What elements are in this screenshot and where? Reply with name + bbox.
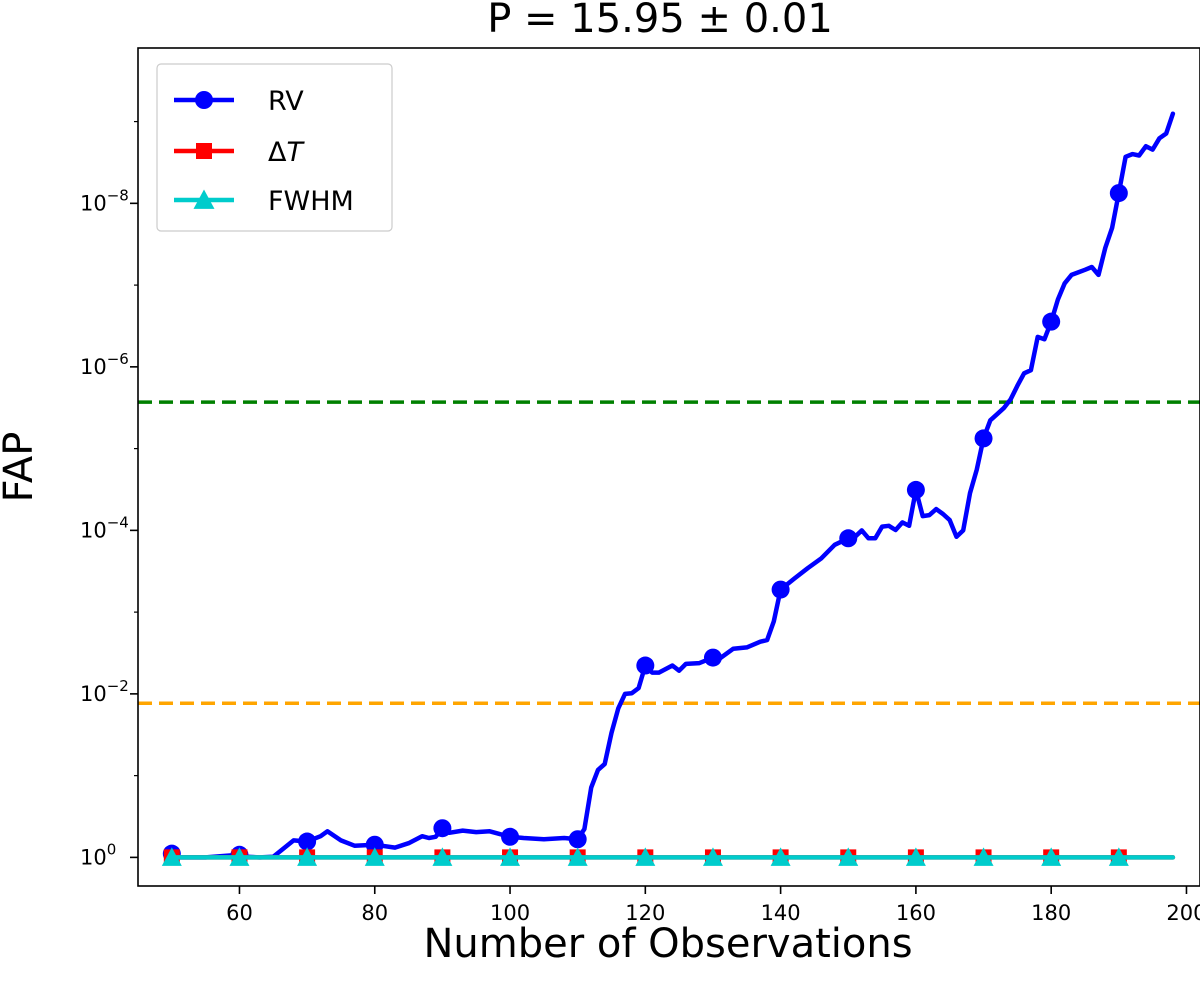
series-0-marker-12	[974, 429, 993, 448]
series-2-marker-11	[905, 847, 926, 866]
y-axis-ticks: 100 10−2 10−4 10−6 10−8	[80, 120, 138, 869]
x-tick-label-2: 100	[490, 901, 530, 925]
x-tick-label-6: 180	[1031, 901, 1071, 925]
series-2-marker-12	[973, 847, 994, 866]
legend-marker-0	[195, 91, 213, 109]
legend-label-2: FWHM	[268, 186, 354, 217]
y-axis-title: FAP	[0, 432, 42, 503]
series-0-marker-14	[1109, 184, 1128, 203]
series-0-marker-3	[365, 835, 384, 854]
series-0-marker-5	[501, 827, 520, 846]
threshold-lines	[138, 400, 1200, 705]
x-tick-label-7: 200	[1166, 901, 1200, 925]
y-tick-label-0: 100	[80, 840, 116, 869]
y-tick-label-2: 10−4	[80, 513, 129, 542]
legend-label-1: ΔT	[268, 137, 305, 168]
x-axis-title: Number of Observations	[423, 921, 912, 967]
series-2-marker-8	[702, 847, 723, 866]
y-tick-label-4: 10−8	[80, 186, 129, 215]
series-0-marker-9	[771, 580, 790, 599]
x-axis-ticks: 60 80 100 120 140 160 180 200	[226, 886, 1200, 925]
series-0-marker-8	[703, 648, 722, 667]
series-2-marker-5	[500, 847, 521, 866]
series-2-marker-10	[838, 847, 859, 866]
x-tick-label-3: 120	[625, 901, 665, 925]
x-tick-label-1: 80	[361, 901, 388, 925]
legend-label-0: RV	[268, 86, 304, 117]
series-0-marker-4	[433, 819, 452, 838]
legend-marker-2	[193, 189, 215, 209]
chart-title: P = 15.95 ± 0.01	[487, 0, 833, 42]
y-tick-label-3: 10−6	[80, 350, 129, 379]
series-2-marker-3	[364, 847, 385, 866]
series-0-marker-7	[636, 656, 655, 675]
series-2-marker-4	[432, 847, 453, 866]
series-2-marker-7	[635, 847, 656, 866]
series-layer	[161, 111, 1176, 866]
series-0-marker-6	[568, 830, 587, 849]
legend: RV ΔT FWHM	[156, 63, 393, 232]
series-2-marker-2	[297, 847, 318, 866]
plot-frame	[137, 47, 1200, 887]
x-tick-label-4: 140	[761, 901, 801, 925]
series-0-marker-11	[906, 480, 925, 499]
legend-marker-1	[196, 143, 212, 159]
series-2-marker-14	[1108, 847, 1129, 866]
y-tick-label-1: 10−2	[80, 677, 129, 706]
series-0-marker-13	[1042, 312, 1061, 331]
series-2-marker-0	[161, 847, 182, 866]
series-2-marker-13	[1041, 847, 1062, 866]
series-2-marker-1	[229, 847, 250, 866]
series-0-marker-2	[298, 832, 317, 851]
x-tick-label-0: 60	[226, 901, 253, 925]
series-0-marker-10	[839, 529, 858, 548]
series-2-marker-9	[770, 847, 791, 866]
series-2-marker-6	[567, 847, 588, 866]
x-tick-label-5: 160	[896, 901, 936, 925]
legend-box	[156, 63, 393, 232]
